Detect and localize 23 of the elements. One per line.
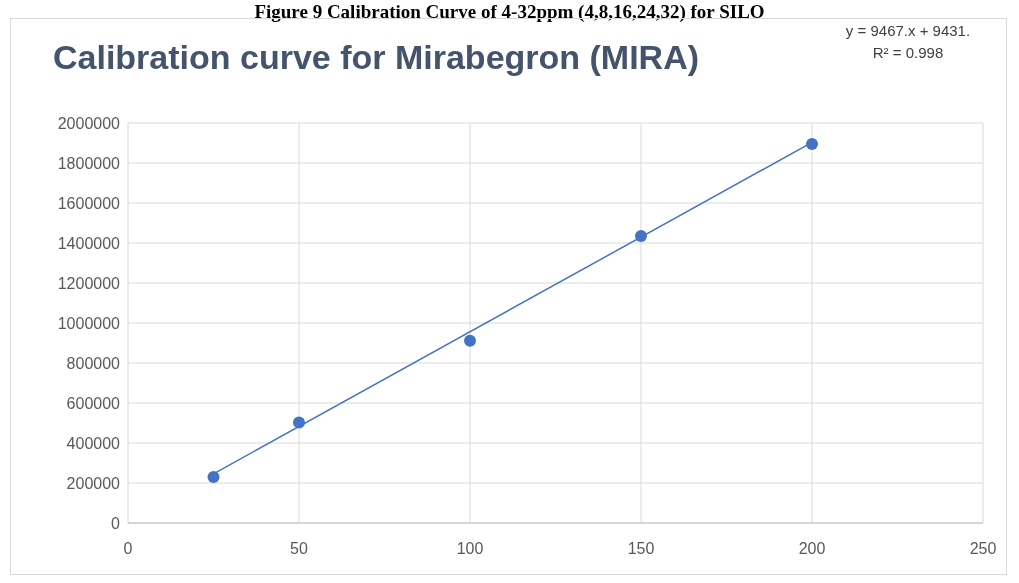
y-tick-label: 2000000: [57, 114, 121, 132]
point: [207, 471, 220, 483]
y-tick-label: 1000000: [57, 314, 121, 332]
y-tick-label: 400000: [66, 434, 121, 452]
point: [464, 334, 476, 347]
x-tick-label: 0: [123, 540, 133, 558]
x-tick-label: 200: [798, 540, 826, 558]
y-tick-label: 0: [111, 514, 121, 532]
y-tick-label: 200000: [66, 474, 121, 492]
caption: Figure 9 Calibration Curve of 4-32ppm (4,8,16,24,32) for SILO: [254, 1, 765, 22]
text: R² = 0.998: [871, 43, 945, 63]
y-tick-label: 1400000: [57, 234, 121, 252]
x-tick-label: 100: [456, 540, 484, 558]
y-tick-label: 1600000: [57, 194, 121, 212]
x-tick-label: 50: [290, 540, 308, 558]
x-tick-label: 150: [627, 540, 655, 558]
text: y = 9467.x + 9431.: [844, 21, 972, 41]
y-tick-label: 800000: [66, 354, 121, 372]
y-tick-label: 1800000: [57, 154, 121, 172]
x-tick-label: 250: [969, 540, 997, 558]
y-tick-label: 600000: [66, 394, 121, 412]
y-tick-label: 1200000: [57, 274, 121, 292]
chart-title: Calibration curve for Mirabegron (MIRA): [53, 38, 700, 77]
